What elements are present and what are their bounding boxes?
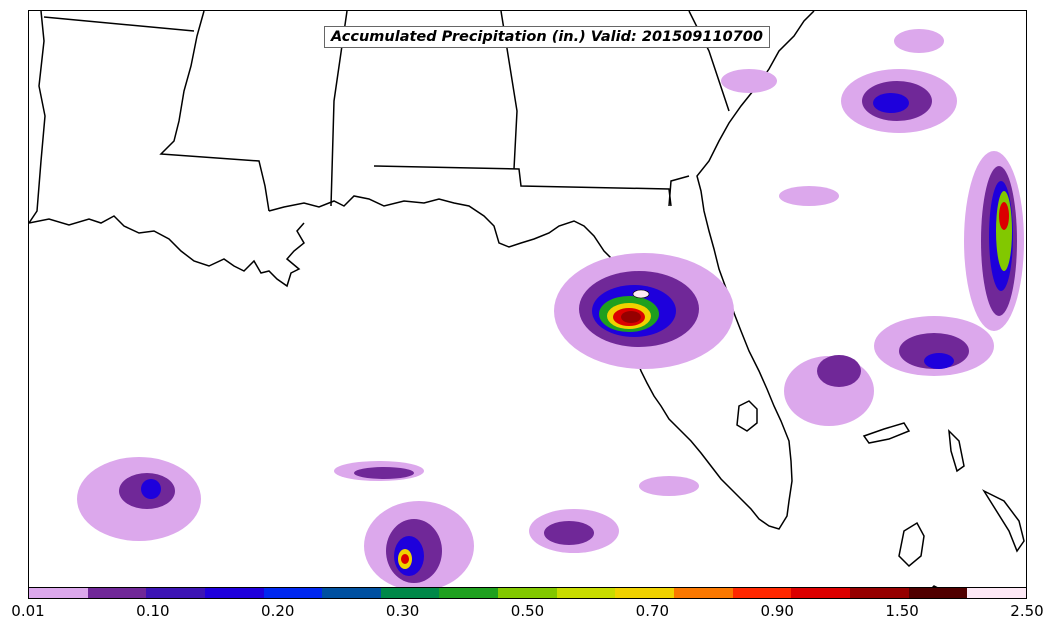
bahamas-northern-islands bbox=[862, 422, 1025, 553]
colorbar-segment-8 bbox=[498, 588, 557, 598]
mississippi-river-boundary bbox=[159, 11, 270, 212]
colorbar-segment-13 bbox=[791, 588, 850, 598]
map-panel: Accumulated Precipitation (in.) Valid: 2… bbox=[28, 10, 1027, 598]
louisiana-north-boundary bbox=[43, 16, 195, 32]
precip-field-intense bbox=[398, 191, 1012, 569]
precipitation-colorbar bbox=[28, 587, 1027, 599]
louisiana-west-boundary bbox=[29, 11, 46, 224]
colorbar-tick-label: 0.01 bbox=[11, 602, 45, 620]
georgia-south-boundary bbox=[668, 175, 690, 207]
colorbar-segment-4 bbox=[263, 588, 323, 598]
colorbar-segment-2 bbox=[146, 588, 205, 598]
colorbar-tick-label: 0.10 bbox=[136, 602, 170, 620]
colorbar-tick-label: 0.30 bbox=[385, 602, 420, 620]
colorbar-segment-6 bbox=[380, 588, 440, 598]
alabama-florida-boundary bbox=[373, 165, 672, 207]
colorbar-segment-16 bbox=[967, 588, 1026, 598]
colorbar-segment-0 bbox=[29, 588, 88, 598]
colorbar-segment-12 bbox=[732, 588, 792, 598]
colorbar-tick-label: 2.50 bbox=[1010, 602, 1044, 620]
lake-okeechobee bbox=[736, 400, 758, 432]
colorbar-tick-label: 1.50 bbox=[885, 602, 919, 620]
colorbar-segment-5 bbox=[322, 588, 381, 598]
colorbar-tick-label: 0.90 bbox=[760, 602, 794, 620]
colorbar-tick-labels: 0.01 0.10 0.20 0.30 0.50 0.70 0.90 1.50 2.50 bbox=[0, 602, 1054, 626]
colorbar-tick-label: 0.20 bbox=[261, 602, 295, 620]
colorbar-segment-3 bbox=[204, 588, 264, 598]
precipitation-map bbox=[29, 11, 1025, 597]
louisiana-coastline bbox=[29, 215, 305, 288]
colorbar-segment-15 bbox=[908, 588, 968, 598]
bahamas-andros bbox=[898, 521, 925, 568]
colorbar-tick-label: 0.50 bbox=[510, 602, 545, 620]
gulf-coastline-central bbox=[268, 11, 815, 530]
colorbar-tick-label: 0.70 bbox=[635, 602, 670, 620]
map-title: Accumulated Precipitation (in.) Valid: 2… bbox=[324, 26, 770, 48]
colorbar-segment-9 bbox=[556, 588, 616, 598]
colorbar-segment-10 bbox=[615, 588, 675, 598]
colorbar-segment-14 bbox=[849, 588, 909, 598]
colorbar-segment-11 bbox=[674, 588, 733, 598]
colorbar-segment-7 bbox=[439, 588, 499, 598]
colorbar-segment-1 bbox=[87, 588, 147, 598]
